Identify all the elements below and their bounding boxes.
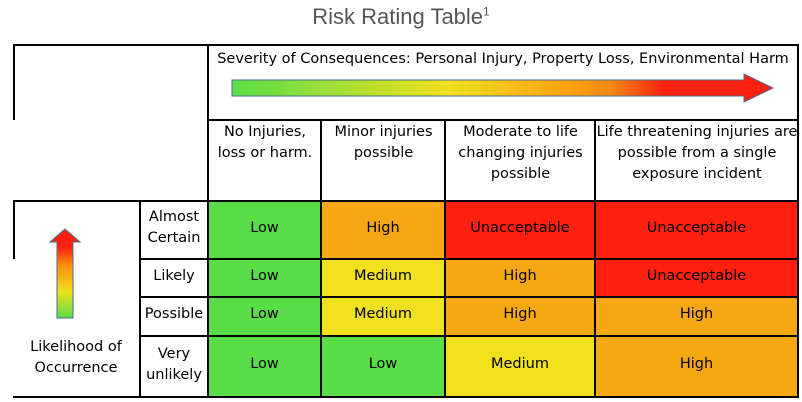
grid-line <box>139 296 799 298</box>
risk-cell: Low <box>208 336 321 397</box>
grid-line <box>13 44 15 120</box>
likelihood-label: Likelihood of Occurrence <box>30 339 122 376</box>
risk-cell: High <box>595 336 798 397</box>
page-title: Risk Rating Table1 <box>312 4 490 29</box>
likelihood-arrow-icon <box>48 228 82 319</box>
grid-line <box>139 258 799 260</box>
risk-cell: High <box>321 201 445 259</box>
risk-cell: Unacceptable <box>595 259 798 297</box>
risk-cell: Low <box>208 259 321 297</box>
column-header: Minor injuries possible <box>334 124 433 161</box>
row-label: Likely <box>153 267 195 284</box>
risk-cell: Low <box>208 201 321 259</box>
risk-cell: Unacceptable <box>445 201 595 259</box>
risk-cell: High <box>445 259 595 297</box>
grid-line <box>13 396 799 398</box>
risk-cell: Medium <box>445 336 595 397</box>
footnote-marker: 1 <box>483 4 490 19</box>
risk-cell: High <box>595 297 798 336</box>
column-header: No Injuries, loss or harm. <box>217 124 313 161</box>
column-header: Life threatening injuries are possible f… <box>596 124 798 182</box>
grid-line <box>139 335 799 337</box>
row-label: Possible <box>144 306 204 322</box>
grid-line <box>207 119 799 121</box>
risk-cell: Medium <box>321 297 445 336</box>
risk-cell: Medium <box>321 259 445 297</box>
risk-cell: Low <box>208 297 321 336</box>
row-label: Almost Certain <box>147 209 201 246</box>
grid-line <box>797 44 799 398</box>
grid-line <box>207 44 209 398</box>
severity-label: Severity of Consequences: Personal Injur… <box>217 50 789 67</box>
column-header: Moderate to life changing injuries possi… <box>458 124 583 182</box>
grid-line <box>139 200 141 398</box>
row-label: Very unlikely <box>146 345 202 383</box>
risk-cell: Unacceptable <box>595 201 798 259</box>
grid-line <box>13 200 15 259</box>
grid-line <box>13 44 799 46</box>
grid-line <box>13 200 799 202</box>
risk-cell: High <box>445 297 595 336</box>
risk-cell: Low <box>321 336 445 397</box>
severity-arrow-icon <box>231 73 775 103</box>
